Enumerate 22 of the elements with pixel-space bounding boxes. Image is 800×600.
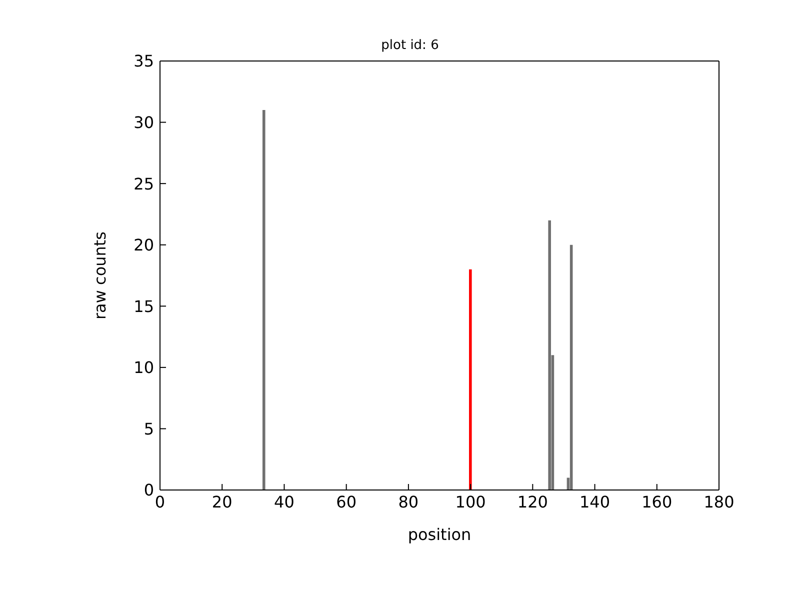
x-tick-label: 140 <box>580 492 610 512</box>
y-tick-label: 15 <box>134 296 154 316</box>
y-tick-label: 25 <box>134 174 154 194</box>
x-axis-title: position <box>408 525 472 544</box>
x-tick-label: 40 <box>274 492 294 512</box>
y-tick-label: 30 <box>134 112 154 132</box>
x-tick-label: 20 <box>212 492 232 512</box>
x-tick-label: 60 <box>336 492 357 512</box>
y-tick-label: 35 <box>134 52 154 71</box>
x-tick-label: 180 <box>704 492 734 512</box>
y-axis-title: raw counts <box>90 231 110 320</box>
y-tick-label: 5 <box>144 419 154 438</box>
bar <box>262 110 266 490</box>
x-tick-label: 100 <box>455 492 486 512</box>
y-tick-label: 20 <box>134 236 154 255</box>
x-tick-label: 120 <box>517 492 548 512</box>
x-tick-label: 80 <box>398 492 419 512</box>
x-tick-label: 160 <box>642 492 672 512</box>
bar <box>469 269 472 490</box>
chart-title: plot id: 6 <box>380 38 440 53</box>
y-tick-label: 10 <box>134 358 154 378</box>
bar <box>548 220 551 490</box>
